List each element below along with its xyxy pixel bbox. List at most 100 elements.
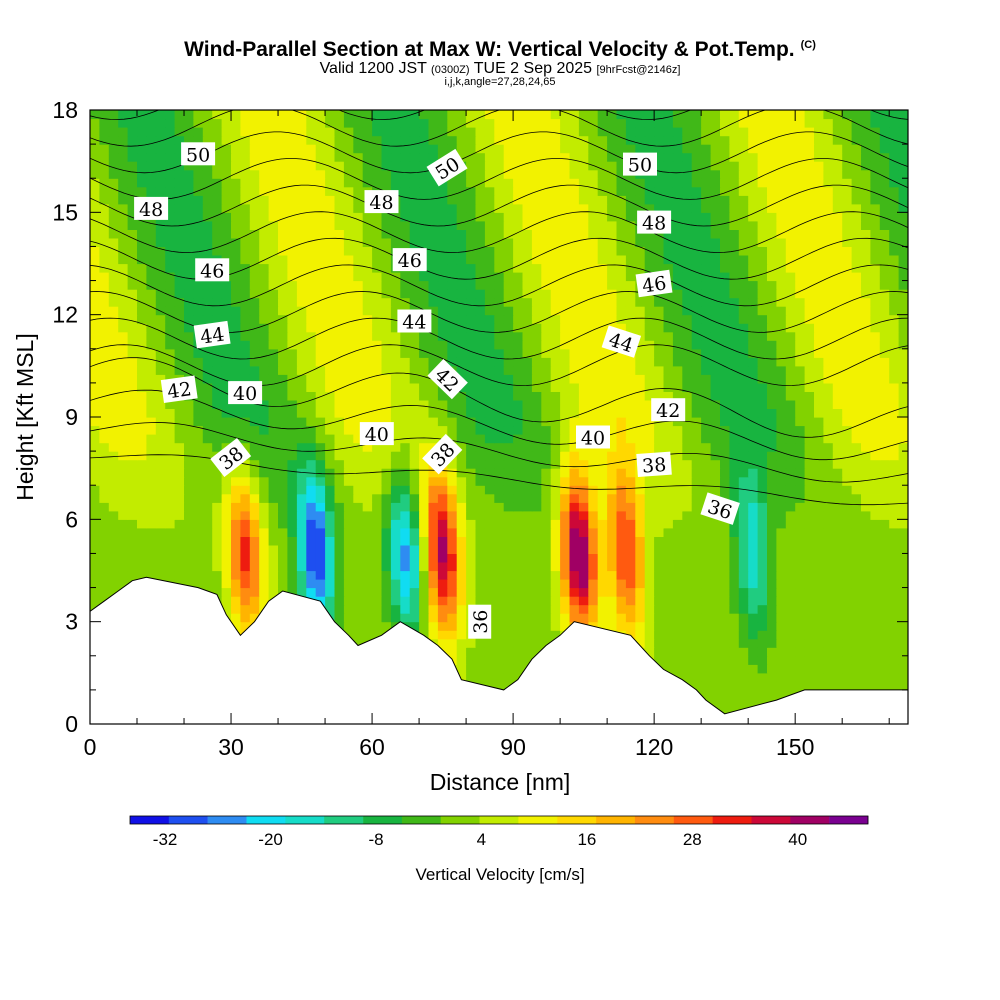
w-cell (672, 562, 683, 572)
w-cell (231, 374, 241, 384)
w-cell (494, 579, 505, 589)
w-cell (889, 263, 900, 273)
w-cell (353, 323, 364, 333)
w-cell (306, 570, 317, 580)
w-cell (625, 306, 636, 316)
w-cell (898, 365, 908, 375)
w-cell (644, 348, 655, 358)
w-cell (785, 246, 796, 256)
w-cell (889, 237, 900, 247)
w-cell (343, 510, 354, 520)
w-cell (127, 476, 138, 486)
w-cell (362, 596, 373, 606)
w-cell (390, 519, 401, 529)
w-cell (353, 297, 364, 307)
w-cell (447, 536, 458, 546)
w-cell (259, 237, 270, 247)
w-cell (898, 408, 908, 418)
w-cell (588, 314, 599, 324)
w-cell (466, 237, 477, 247)
w-cell (644, 417, 655, 427)
w-cell (729, 672, 740, 682)
w-cell (108, 553, 119, 563)
w-cell (99, 229, 110, 239)
w-cell (362, 417, 373, 427)
w-cell (202, 374, 213, 384)
w-cell (137, 272, 147, 282)
w-cell (278, 451, 288, 461)
w-cell (898, 672, 908, 682)
w-cell (118, 562, 129, 572)
w-cell (550, 502, 561, 512)
w-cell (503, 348, 514, 358)
w-cell (381, 510, 392, 520)
w-cell (654, 621, 665, 631)
w-cell (456, 562, 467, 572)
w-cell (569, 613, 580, 623)
w-cell (729, 519, 740, 529)
w-cell (372, 493, 383, 503)
w-cell (842, 357, 853, 367)
w-cell (306, 374, 317, 384)
w-cell (560, 502, 571, 512)
w-cell (861, 314, 871, 324)
w-cell (155, 331, 166, 341)
w-cell (785, 476, 796, 486)
w-cell (513, 263, 524, 273)
w-cell (738, 630, 749, 640)
w-cell (550, 272, 561, 282)
w-cell (212, 417, 223, 427)
w-cell (663, 246, 674, 256)
w-cell (588, 340, 599, 350)
w-cell (306, 255, 317, 265)
w-cell (137, 340, 147, 350)
w-cell (503, 493, 514, 503)
w-cell (372, 527, 383, 537)
w-cell (165, 331, 176, 341)
w-cell (832, 553, 843, 563)
w-cell (334, 536, 345, 546)
w-cell (889, 613, 900, 623)
w-cell (287, 544, 298, 554)
w-cell (701, 374, 712, 384)
w-cell (419, 476, 430, 486)
w-cell (513, 621, 524, 631)
w-cell (663, 374, 674, 384)
w-cell (400, 485, 411, 495)
w-cell (785, 382, 796, 392)
w-cell (522, 647, 533, 657)
w-cell (456, 272, 467, 282)
w-cell (663, 442, 674, 452)
w-cell (701, 655, 712, 665)
w-cell (616, 357, 627, 367)
w-cell (278, 485, 288, 495)
w-cell (259, 331, 270, 341)
w-cell (146, 340, 157, 350)
w-cell (720, 442, 730, 452)
w-cell (306, 391, 317, 401)
w-cell (851, 280, 862, 290)
w-cell (569, 323, 580, 333)
w-cell (832, 493, 843, 503)
w-cell (456, 340, 467, 350)
w-cell (814, 647, 824, 657)
w-cell (231, 613, 241, 623)
w-cell (531, 331, 542, 341)
w-cell (767, 434, 777, 444)
w-cell (531, 434, 542, 444)
w-cell (400, 502, 411, 512)
w-cell (842, 664, 853, 674)
w-cell (390, 493, 401, 503)
w-cell (484, 417, 495, 427)
w-cell (466, 570, 477, 580)
w-cell (362, 630, 373, 640)
w-cell (259, 562, 270, 572)
w-cell (804, 331, 815, 341)
w-cell (776, 553, 787, 563)
w-cell (362, 357, 373, 367)
w-cell (315, 485, 326, 495)
w-cell (795, 681, 806, 691)
w-cell (99, 374, 110, 384)
w-cell (381, 579, 392, 589)
w-cell (503, 365, 514, 375)
